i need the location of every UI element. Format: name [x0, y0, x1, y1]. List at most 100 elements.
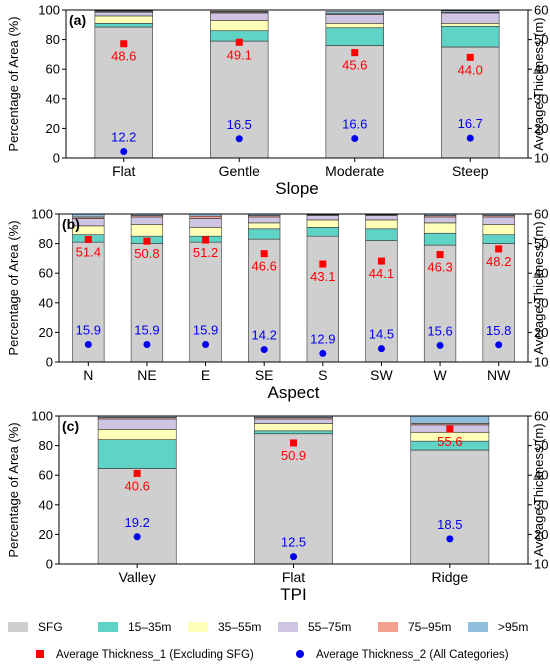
bar-segment-SFG: [410, 449, 490, 565]
y2-tick-label: 10: [534, 557, 548, 572]
avg1-marker: [202, 236, 210, 244]
avg1-label: 45.6: [342, 58, 367, 73]
avg2-label: 19.2: [125, 515, 150, 530]
legend: SFG 15–35m 35–55m 55–75m 75–95m >95m Average T…: [8, 620, 528, 661]
x-axis-title: Aspect: [268, 383, 320, 402]
avg1-marker: [495, 245, 503, 253]
panel-label: (a): [69, 12, 86, 28]
avg2-marker: [377, 345, 385, 353]
bar-segment-r35_55: [423, 222, 457, 234]
chart-panel-3: 0 20 40 60 80 100 10 20 30 40 50 60 Valley Flat Ridge T…: [6, 409, 548, 605]
avg1-marker: [446, 425, 454, 433]
y-tick-label: 0: [46, 355, 53, 370]
y-tick-label: 100: [31, 207, 53, 222]
bar-segment-r15_35: [482, 234, 515, 244]
bar-segment-r15_35: [441, 25, 500, 48]
bar-segment-SFG: [97, 468, 177, 565]
avg1-label: 48.6: [111, 49, 136, 64]
y2-tick-label: 50: [534, 236, 548, 251]
panel-label: (c): [62, 418, 79, 434]
y-tick-label: 100: [31, 409, 53, 424]
avg1-label: 44.0: [458, 62, 483, 77]
bar-segment-r35_55: [254, 423, 333, 432]
bar-segment-r35_55: [441, 23, 500, 27]
y-tick-label: 0: [53, 151, 60, 166]
y2-tick-label: 30: [534, 497, 548, 512]
bar-segment-r55_75: [248, 216, 281, 224]
avg1-label: 46.3: [427, 260, 452, 275]
y2-tick-label: 20: [534, 325, 548, 340]
x-tick-label: SW: [370, 367, 393, 383]
bar-segment-r95: [441, 10, 500, 13]
legend-swatch-r95: [468, 622, 488, 632]
legend-swatch-r75_95: [378, 622, 398, 632]
avg1-marker: [143, 237, 151, 245]
bar-segment-SFG: [94, 26, 153, 159]
x-tick-label: NE: [137, 367, 156, 383]
x-tick-label: Valley: [119, 569, 156, 585]
bar-segment-r35_55: [210, 20, 269, 32]
avg1-marker: [84, 235, 92, 243]
bar-segment-r35_55: [365, 219, 398, 230]
bar-segment-SFG: [306, 235, 339, 363]
plot-frame: [58, 213, 529, 363]
y2-tick-label: 40: [534, 266, 548, 281]
bar-segment-r55_75: [97, 418, 177, 430]
avg1-label: 55.6: [437, 434, 462, 449]
y2-tick-label: 60: [534, 207, 548, 222]
y2-tick-label: 10: [534, 151, 548, 166]
bar-segment-r15_35: [94, 23, 153, 28]
legend-label: 55–75m: [308, 620, 351, 634]
bar-segment-r35_55: [189, 227, 222, 237]
x-tick-label: E: [201, 367, 210, 383]
y2-tick-label: 50: [534, 32, 548, 47]
bar-segment-r15_35: [306, 227, 339, 237]
y2-tick-label: 10: [534, 355, 548, 370]
x-tick-label: Flat: [282, 569, 305, 585]
bar-segment-r35_55: [97, 429, 177, 440]
bar-segment-r55_75: [130, 216, 164, 225]
y2-axis-title: Average Thickness (m): [531, 423, 546, 556]
legend-swatch-SFG: [8, 622, 28, 632]
x-tick-label: S: [318, 367, 327, 383]
bar-segment-r75_95: [189, 215, 222, 219]
avg2-label: 18.5: [437, 517, 462, 532]
avg2-label: 16.5: [227, 117, 252, 132]
bar-segment-r15_35: [254, 430, 333, 435]
y2-tick-label: 30: [534, 295, 548, 310]
bar-segment-r55_75: [365, 215, 398, 221]
y2-tick-label: 30: [534, 91, 548, 106]
legend-marker-label: Average Thickness_2 (All Categories): [316, 649, 509, 661]
y-tick-label: 40: [39, 295, 53, 310]
plot-frame: [65, 9, 529, 159]
avg1-label: 40.6: [125, 478, 150, 493]
avg2-marker: [133, 533, 141, 541]
legend-marker-label: Average Thickness_1 (Excluding SFG): [56, 649, 254, 661]
bar-segment-r95: [94, 10, 153, 12]
y-tick-label: 100: [38, 3, 60, 18]
avg2-label: 16.6: [342, 116, 367, 131]
avg1-label: 43.1: [310, 269, 335, 284]
y-tick-label: 60: [39, 266, 53, 281]
legend-label: SFG: [38, 620, 63, 634]
y2-axis-title: Average Thickness (m): [531, 17, 546, 150]
chart-panel-2: 0 20 40 60 80 100 10 20 30 40 50 60 N NE E SE S SW W NW Aspe…: [6, 207, 548, 403]
panel-label: (b): [62, 216, 80, 232]
legend-label: 75–95m: [408, 620, 451, 634]
y-tick-label: 20: [39, 325, 53, 340]
avg1-label: 51.2: [193, 245, 218, 260]
avg1-label: 50.8: [134, 246, 159, 261]
legend-marker-avg2: [296, 650, 304, 658]
x-tick-label: Moderate: [325, 163, 384, 179]
bar-segment-r15_35: [365, 228, 398, 241]
legend-swatch-r55_75: [278, 622, 298, 632]
bar-segment-r95: [410, 415, 490, 424]
bar-segment-r55_75: [94, 11, 153, 17]
bar-segment-r55_75: [441, 12, 500, 24]
legend-label: 15–35m: [128, 620, 171, 634]
x-tick-label: Flat: [112, 163, 135, 179]
avg1-marker: [436, 251, 444, 259]
x-tick-label: Ridge: [432, 569, 469, 585]
avg2-label: 15.9: [76, 323, 101, 338]
